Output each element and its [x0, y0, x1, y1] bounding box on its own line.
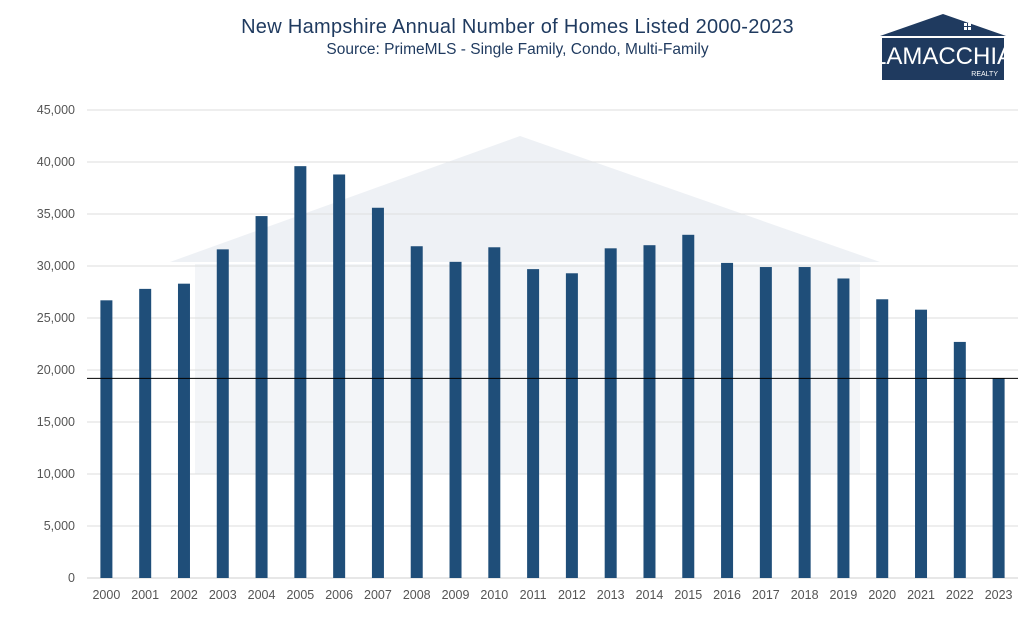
x-tick-label: 2000 — [92, 588, 120, 602]
bar — [333, 174, 346, 579]
bar — [682, 234, 695, 579]
y-tick-label: 30,000 — [37, 259, 75, 273]
bar — [915, 309, 928, 578]
bar — [449, 261, 462, 578]
y-tick-label: 15,000 — [37, 415, 75, 429]
bar — [721, 262, 734, 578]
x-tick-label: 2010 — [480, 588, 508, 602]
watermark-house — [170, 136, 880, 262]
x-tick-label: 2008 — [403, 588, 431, 602]
logo-tagline: REALTY — [971, 71, 998, 78]
x-tick-label: 2003 — [209, 588, 237, 602]
chart-title: New Hampshire Annual Number of Homes Lis… — [241, 16, 794, 38]
grid-lines — [87, 109, 1018, 579]
bar — [177, 283, 190, 578]
x-tick-label: 2013 — [597, 588, 625, 602]
x-tick-label: 2016 — [713, 588, 741, 602]
y-tick-label: 35,000 — [37, 207, 75, 221]
bar — [798, 267, 811, 578]
bar — [565, 273, 578, 578]
x-tick-label: 2006 — [325, 588, 353, 602]
x-tick-label: 2005 — [286, 588, 314, 602]
bar — [488, 247, 501, 578]
x-tick-label: 2017 — [752, 588, 780, 602]
bar — [139, 288, 152, 578]
y-tick-label: 5,000 — [44, 519, 75, 533]
y-tick-label: 25,000 — [37, 311, 75, 325]
x-tick-label: 2011 — [520, 588, 547, 602]
x-tick-label: 2015 — [674, 588, 702, 602]
bars — [100, 166, 1005, 579]
bar — [410, 246, 423, 579]
y-axis-ticks: 0 5,000 10,000 15,000 20,000 25,000 30,000 35,0… — [37, 103, 75, 585]
x-tick-label: 2002 — [170, 588, 198, 602]
x-tick-label: 2004 — [248, 588, 276, 602]
x-axis-ticks: 2000 2001 2002 2003 2004 2005 2006 2007 2008 2009… — [92, 588, 1012, 602]
bar — [992, 378, 1005, 578]
y-tick-label: 40,000 — [37, 155, 75, 169]
x-tick-label: 2009 — [442, 588, 470, 602]
bar — [100, 300, 113, 578]
x-tick-label: 2023 — [985, 588, 1013, 602]
bar — [371, 207, 384, 578]
bar — [876, 299, 889, 578]
y-tick-label: 45,000 — [37, 103, 75, 117]
bar — [759, 267, 772, 578]
bar — [604, 248, 617, 578]
y-tick-label: 10,000 — [37, 467, 75, 481]
x-tick-label: 2022 — [946, 588, 974, 602]
x-tick-label: 2012 — [558, 588, 586, 602]
bar — [216, 249, 229, 579]
x-tick-label: 2001 — [131, 588, 159, 602]
x-tick-label: 2007 — [364, 588, 392, 602]
x-tick-label: 2018 — [791, 588, 819, 602]
y-tick-label: 20,000 — [37, 363, 75, 377]
x-tick-label: 2021 — [907, 588, 935, 602]
x-tick-label: 2014 — [636, 588, 664, 602]
x-tick-label: 2020 — [868, 588, 896, 602]
bar — [837, 278, 850, 578]
bar — [527, 269, 540, 578]
chart-titles: New Hampshire Annual Number of Homes Lis… — [0, 16, 1035, 59]
bar — [953, 341, 966, 578]
chart-subtitle: Source: PrimeMLS - Single Family, Condo,… — [326, 41, 709, 58]
x-tick-label: 2019 — [830, 588, 858, 602]
bar — [255, 216, 268, 578]
logo-name: LAMACCHIA — [876, 43, 1010, 70]
y-tick-label: 0 — [68, 571, 75, 585]
lamacchia-logo: LAMACCHIA REALTY — [876, 14, 1010, 80]
bar — [294, 166, 307, 578]
bar — [643, 245, 656, 578]
